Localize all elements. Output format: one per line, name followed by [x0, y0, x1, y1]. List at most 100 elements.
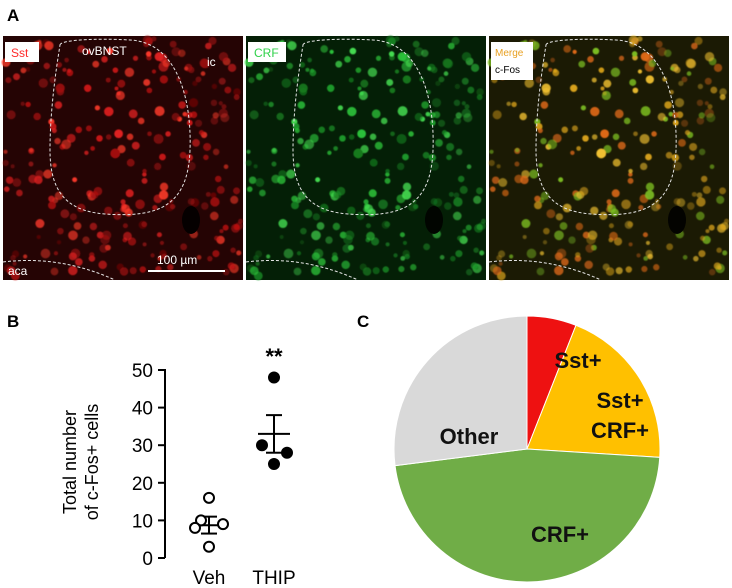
- cell-dot: [10, 255, 16, 261]
- cell-dot: [278, 219, 288, 229]
- x-category-label: Veh: [193, 568, 226, 588]
- cell-dot: [538, 163, 543, 168]
- cell-dot: [203, 154, 209, 161]
- y-tick-label: 20: [132, 474, 153, 495]
- cell-dot: [372, 267, 380, 275]
- cell-dot: [697, 83, 704, 90]
- cell-dot: [651, 131, 657, 137]
- cell-dot: [216, 185, 225, 194]
- cell-dot: [384, 221, 391, 228]
- cell-dot: [291, 201, 299, 210]
- cell-dot: [259, 189, 266, 197]
- cell-dot: [299, 87, 308, 96]
- cell-dot: [470, 262, 478, 270]
- cell-dot: [54, 137, 61, 145]
- cell-dot: [154, 52, 164, 61]
- cell-dot: [537, 127, 543, 134]
- cell-dot: [702, 185, 711, 194]
- cell-dot: [668, 111, 674, 117]
- cell-dot: [56, 240, 62, 245]
- cell-dot: [452, 211, 462, 221]
- cell-dot: [371, 109, 381, 119]
- cell-dot: [151, 36, 157, 42]
- cell-dot: [276, 112, 284, 121]
- cell-dot: [150, 253, 155, 258]
- merge-label-box: [491, 42, 533, 80]
- cell-dot: [33, 112, 41, 121]
- cell-dot: [343, 234, 353, 245]
- cell-dot: [214, 235, 220, 241]
- cell-dot: [335, 60, 343, 68]
- cell-dot: [246, 149, 251, 154]
- cell-dot: [297, 191, 307, 201]
- cell-dot: [182, 111, 188, 117]
- cell-dot: [462, 229, 467, 234]
- cell-dot: [408, 131, 414, 137]
- cell-dot: [402, 153, 409, 161]
- cell-dot: [93, 186, 103, 196]
- cell-dot: [463, 113, 473, 123]
- data-point: [189, 521, 201, 534]
- cell-dot: [700, 175, 708, 183]
- cell-dot: [145, 51, 152, 57]
- cell-dot: [596, 148, 607, 159]
- cell-dot: [236, 250, 242, 256]
- cell-dot: [212, 112, 219, 119]
- cell-dot: [655, 40, 663, 48]
- sst-label: Sst: [11, 46, 29, 60]
- cell-dot: [221, 104, 227, 110]
- cell-dot: [393, 253, 398, 258]
- cell-dot: [137, 117, 145, 125]
- cell-dot: [621, 199, 631, 210]
- cell-dot: [104, 106, 114, 117]
- cell-dot: [476, 223, 483, 231]
- cell-dot: [200, 58, 211, 69]
- cell-dot: [586, 234, 596, 245]
- pie-slice: [393, 315, 528, 467]
- cell-dot: [3, 186, 10, 192]
- cell-dot: [709, 164, 715, 170]
- cell-dot: [366, 231, 375, 241]
- data-point: [203, 491, 215, 504]
- cell-dot: [297, 101, 306, 109]
- cell-dot: [360, 79, 369, 88]
- cell-dot: [591, 134, 598, 140]
- aca-label: aca: [8, 264, 28, 278]
- cell-dot: [326, 84, 335, 92]
- cell-dot: [297, 137, 304, 145]
- cell-dot: [51, 127, 57, 134]
- cell-dot: [120, 199, 126, 205]
- cell-dot: [293, 267, 302, 276]
- aca-outline: [245, 260, 359, 281]
- cell-dot: [300, 227, 307, 235]
- cell-dot: [559, 222, 568, 230]
- cell-dot: [192, 80, 198, 87]
- cell-dot: [631, 51, 638, 57]
- cell-dot: [645, 75, 654, 84]
- cell-dot: [34, 175, 43, 185]
- data-point: [281, 446, 293, 459]
- cell-dot: [159, 153, 166, 161]
- cell-dot: [467, 86, 475, 94]
- cell-dot: [122, 223, 128, 229]
- cell-dot: [176, 76, 181, 82]
- cell-dot: [643, 255, 649, 261]
- cell-dot: [380, 117, 388, 125]
- crf-micrograph: CRF: [244, 35, 487, 281]
- cell-dot: [570, 150, 575, 155]
- cell-dot: [642, 232, 648, 238]
- vessel-shadow: [182, 206, 200, 234]
- cell-dot: [641, 265, 648, 273]
- cell-dot: [639, 133, 650, 144]
- cell-dot: [179, 151, 187, 159]
- cell-dot: [448, 42, 455, 50]
- pie-slice-label: CRF+: [531, 522, 589, 547]
- cell-dot: [207, 255, 213, 262]
- cell-dot: [62, 67, 67, 72]
- cell-dot: [514, 161, 520, 167]
- cell-dot: [465, 268, 473, 276]
- cell-dot: [245, 159, 252, 167]
- cell-dot: [716, 247, 722, 253]
- cell-dot: [143, 78, 151, 86]
- cell-dot: [131, 141, 140, 150]
